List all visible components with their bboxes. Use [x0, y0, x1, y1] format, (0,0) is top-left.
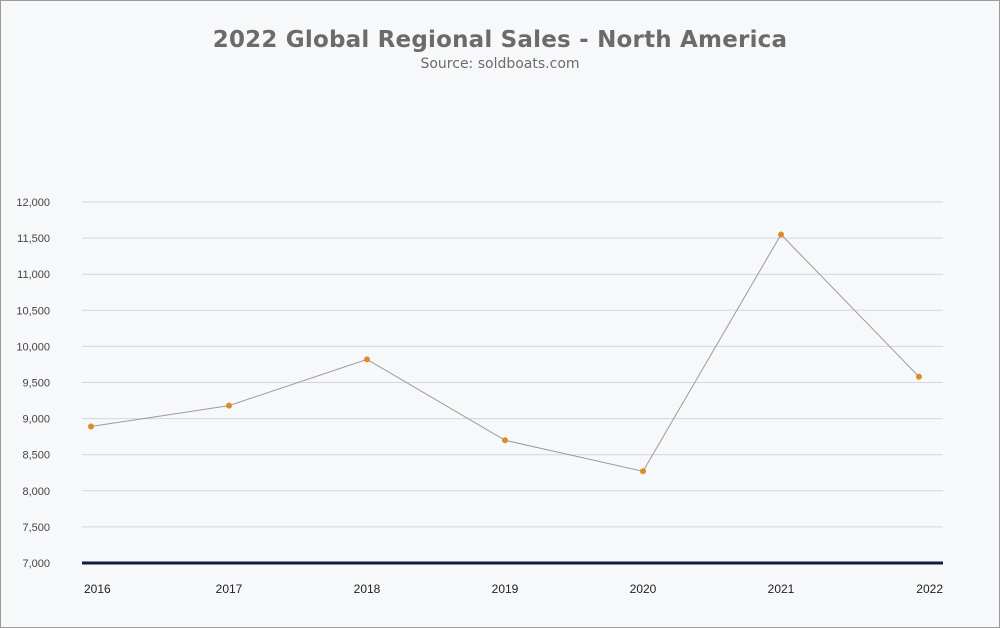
x-tick-label: 2016 — [84, 582, 111, 596]
y-tick-label: 8,000 — [22, 486, 50, 498]
y-tick-label: 9,500 — [22, 378, 50, 390]
y-tick-label: 10,000 — [16, 341, 50, 353]
x-axis-ticks: 2016 2017 2018 2019 2020 2021 2022 — [84, 582, 943, 596]
y-tick-label: 11,000 — [17, 269, 50, 281]
x-tick-label: 2017 — [216, 582, 243, 596]
data-point — [916, 373, 922, 380]
series-line — [90, 233, 920, 472]
data-point — [778, 231, 784, 238]
data-point — [226, 402, 232, 409]
data-point — [502, 437, 508, 444]
data-point — [88, 423, 94, 430]
y-tick-label: 7,000 — [22, 558, 50, 570]
chart-subtitle: Source: soldboats.com — [420, 56, 580, 72]
data-point — [364, 356, 370, 363]
y-tick-label: 10,500 — [16, 305, 50, 317]
series-layer — [88, 231, 922, 475]
y-tick-label: 7,500 — [22, 522, 50, 534]
data-point — [640, 468, 646, 475]
x-tick-label: 2021 — [768, 582, 795, 596]
y-tick-label: 9,000 — [22, 414, 50, 426]
x-tick-label: 2020 — [630, 582, 657, 596]
y-tick-label: 12,000 — [16, 197, 50, 209]
chart-title: 2022 Global Regional Sales - North Ameri… — [212, 27, 788, 53]
y-axis-ticks: 7,000 7,500 8,000 8,500 9,000 9,500 10,000 10,5… — [16, 197, 50, 570]
y-tick-label: 8,500 — [22, 450, 50, 462]
gridlines — [82, 201, 943, 565]
x-tick-label: 2019 — [492, 582, 519, 596]
x-tick-label: 2022 — [916, 582, 943, 596]
y-tick-label: 11,500 — [17, 233, 50, 245]
x-tick-label: 2018 — [354, 582, 381, 596]
